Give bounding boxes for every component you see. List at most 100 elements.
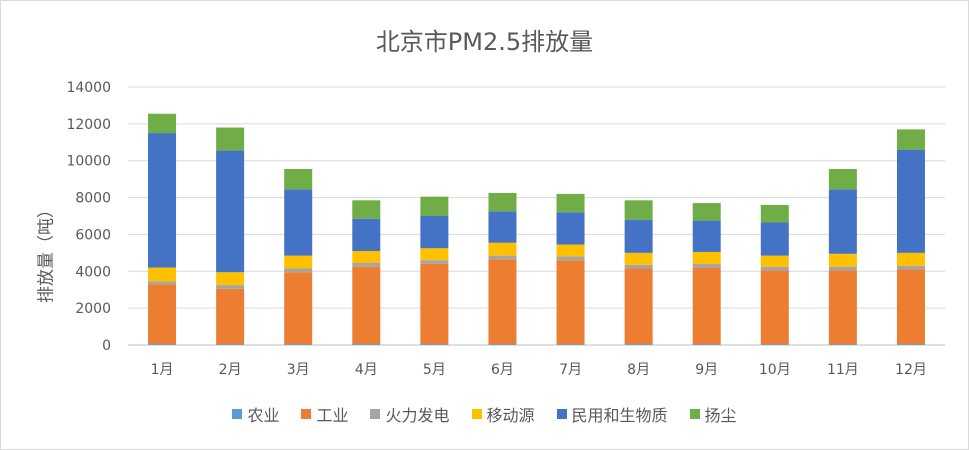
bar-segment: [828, 270, 857, 345]
x-tick-label: 3月: [287, 362, 310, 378]
legend-swatch: [471, 409, 482, 419]
bar-segment: [488, 192, 517, 212]
bar-segment: [216, 127, 245, 151]
bar-segment: [488, 344, 517, 345]
bar-segment: [420, 248, 449, 261]
bar-segment: [352, 200, 381, 219]
legend-label: 民用和生物质: [571, 406, 668, 425]
legend-label: 移动源: [486, 406, 535, 425]
x-tick-label: 11月: [827, 362, 859, 378]
legend-item: 民用和生物质: [556, 402, 668, 426]
legend-item: 工业: [301, 402, 348, 426]
y-tick-label: 2000: [75, 301, 111, 317]
y-tick-label: 8000: [75, 191, 111, 207]
bar-segment: [896, 265, 925, 270]
bar-segment: [556, 212, 585, 245]
bar-segment: [556, 260, 585, 345]
bar-segment: [216, 150, 245, 273]
bar-segment: [216, 288, 245, 345]
x-tick-label: 1月: [151, 362, 174, 378]
bar-segment: [624, 268, 653, 345]
bar-segment: [896, 129, 925, 150]
x-tick-label: 4月: [355, 362, 378, 378]
bar-segment: [760, 344, 789, 345]
bar-segment: [148, 267, 177, 282]
bar-segment: [828, 266, 857, 271]
x-tick-label: 2月: [219, 362, 242, 378]
bar-segment: [284, 169, 313, 190]
bar-segment: [760, 255, 789, 267]
y-tick-label: 12000: [66, 117, 111, 133]
x-tick-label: 7月: [559, 362, 582, 378]
legend-label: 农业: [247, 406, 280, 425]
bar-segment: [828, 169, 857, 190]
bar-segment: [896, 269, 925, 345]
bar-segment: [896, 149, 925, 253]
bar-segment: [148, 133, 177, 268]
bar-segment: [352, 266, 381, 345]
legend-swatch: [370, 409, 381, 419]
legend-label: 扬尘: [704, 406, 737, 425]
bar-segment: [216, 272, 245, 286]
legend-swatch: [689, 409, 700, 419]
legend-swatch: [301, 409, 312, 419]
bar-segment: [148, 281, 177, 285]
bar-segment: [216, 285, 245, 289]
bar-segment: [148, 284, 177, 345]
y-tick-label: 6000: [75, 227, 111, 243]
bar-segment: [760, 266, 789, 271]
bar-segment: [692, 344, 721, 345]
bar-segment: [352, 262, 381, 267]
bar-segment: [624, 264, 653, 269]
bar-segment: [556, 193, 585, 213]
y-tick-label: 14000: [66, 80, 111, 96]
bar-segment: [692, 220, 721, 252]
bar-segment: [284, 272, 313, 345]
bar-segment: [896, 344, 925, 345]
chart-title: 北京市PM2.5排放量: [375, 28, 594, 56]
bar-segment: [488, 259, 517, 345]
bar-segment: [420, 344, 449, 345]
bar-segment: [692, 263, 721, 268]
bar-segment: [828, 189, 857, 254]
legend-item: 农业: [232, 402, 279, 426]
x-tick-label: 9月: [695, 362, 718, 378]
bar-segment: [896, 252, 925, 266]
legend: 农业 工业 火力发电 移动源 民用和生物质 扬尘: [0, 402, 969, 426]
bar-segment: [556, 344, 585, 345]
bar-segment: [352, 251, 381, 263]
legend-item: 扬尘: [689, 402, 737, 426]
legend-swatch: [556, 409, 567, 419]
bar-segment: [352, 344, 381, 345]
y-tick-label: 10000: [66, 154, 111, 170]
x-tick-label: 8月: [627, 362, 650, 378]
bar-segment: [284, 268, 313, 273]
bar-segment: [692, 251, 721, 264]
bar-segment: [828, 253, 857, 267]
bar-segment: [148, 344, 177, 345]
legend-swatch: [232, 409, 243, 419]
bar-segment: [420, 263, 449, 345]
x-tick-label: 6月: [491, 362, 514, 378]
bar-segment: [556, 256, 585, 261]
bar-segment: [692, 203, 721, 221]
x-tick-label: 5月: [423, 362, 446, 378]
bar-segment: [692, 267, 721, 345]
bar-segment: [284, 189, 313, 256]
bar-segment: [284, 344, 313, 345]
bar-segment: [284, 255, 313, 269]
bar-segment: [216, 344, 245, 345]
bar-segment: [624, 252, 653, 265]
y-tick-label: 0: [102, 338, 111, 354]
bar-segment: [420, 260, 449, 264]
bar-segment: [760, 204, 789, 223]
bar-segment: [488, 242, 517, 256]
bar-segment: [760, 222, 789, 256]
bar-segment: [148, 113, 177, 134]
bar-segment: [352, 218, 381, 252]
legend-item: 火力发电: [370, 402, 450, 426]
bar-segment: [624, 344, 653, 345]
bar-segment: [624, 219, 653, 253]
y-tick-label: 4000: [75, 264, 111, 280]
